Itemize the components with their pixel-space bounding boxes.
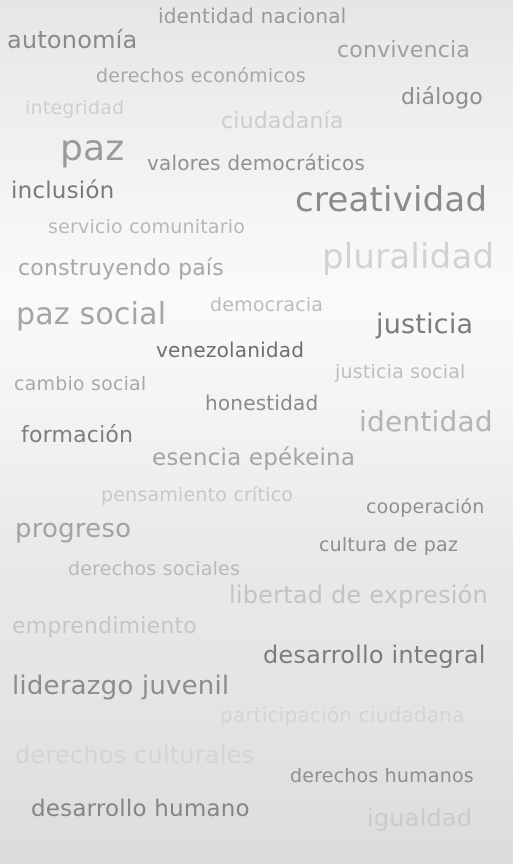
word-derechos-humanos: derechos humanos — [290, 765, 474, 787]
word-autonomia: autonomía — [7, 26, 138, 54]
word-creatividad: creatividad — [295, 180, 488, 220]
word-identidad-nacional: identidad nacional — [158, 4, 347, 28]
word-desarrollo-integral: desarrollo integral — [263, 641, 486, 669]
word-progreso: progreso — [15, 514, 132, 544]
word-pluralidad: pluralidad — [322, 237, 495, 277]
word-cambio-social: cambio social — [14, 373, 147, 395]
word-construyendo-pais: construyendo país — [18, 256, 224, 281]
word-derechos-sociales: derechos sociales — [68, 558, 241, 580]
word-derechos-economicos: derechos económicos — [96, 65, 306, 87]
word-venezolanidad: venezolanidad — [156, 338, 305, 362]
word-cooperacion: cooperación — [366, 496, 485, 518]
word-desarrollo-humano: desarrollo humano — [31, 796, 250, 822]
word-dialogo: diálogo — [401, 85, 483, 110]
word-justicia: justicia — [376, 309, 474, 340]
word-esencia-epekeina: esencia epékeina — [152, 445, 356, 471]
word-derechos-culturales: derechos culturales — [15, 741, 255, 769]
word-libertad-de-expresion: libertad de expresión — [229, 581, 488, 609]
word-servicio-comunitario: servicio comunitario — [48, 216, 246, 238]
word-ciudadania: ciudadanía — [221, 109, 344, 134]
word-participacion-ciudadana: participación ciudadana — [220, 703, 465, 727]
word-cultura-de-paz: cultura de paz — [319, 534, 459, 556]
word-paz-social: paz social — [16, 297, 167, 332]
word-igualdad: igualdad — [367, 804, 473, 832]
word-convivencia: convivencia — [337, 38, 471, 63]
word-identidad: identidad — [359, 405, 493, 438]
word-democracia: democracia — [210, 294, 324, 316]
word-paz: paz — [60, 128, 125, 169]
word-justicia-social: justicia social — [335, 361, 466, 383]
word-valores-democraticos: valores democráticos — [147, 151, 365, 175]
word-pensamiento-critico: pensamiento crítico — [101, 484, 294, 506]
word-integridad: integridad — [25, 97, 125, 119]
word-inclusion: inclusión — [11, 178, 115, 204]
word-emprendimiento: emprendimiento — [12, 614, 197, 639]
word-honestidad: honestidad — [205, 391, 319, 415]
word-formacion: formación — [21, 423, 134, 448]
word-liderazgo-juvenil: liderazgo juvenil — [12, 671, 230, 701]
